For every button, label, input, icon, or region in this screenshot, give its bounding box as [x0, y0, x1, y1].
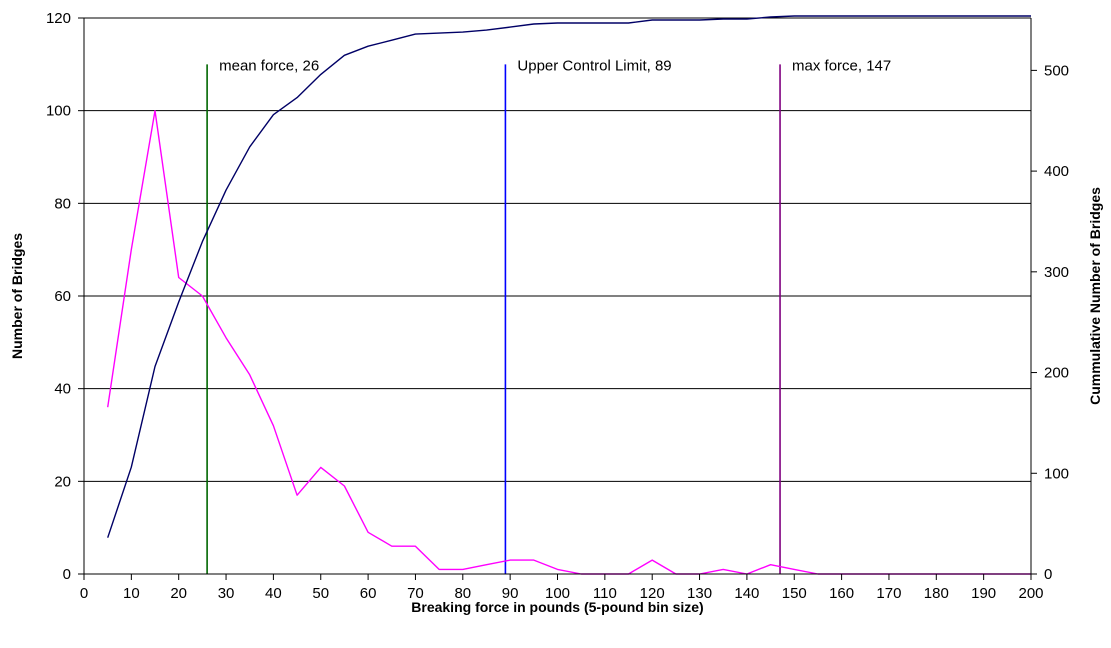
y-axis-title: Number of Bridges: [9, 233, 25, 359]
y-tick-label: 0: [63, 566, 71, 583]
x-tick-label: 0: [80, 585, 88, 602]
reference-line-label: mean force, 26: [219, 57, 319, 74]
x-tick-label: 50: [312, 585, 329, 602]
x-tick-label: 60: [360, 585, 377, 602]
y-tick-label: 20: [54, 473, 71, 490]
y-tick-label: 120: [46, 10, 71, 27]
y-tick-label: 100: [46, 103, 71, 120]
y2-tick-label: 500: [1044, 62, 1069, 79]
x-tick-label: 40: [265, 585, 282, 602]
x-tick-label: 20: [170, 585, 187, 602]
x-tick-label: 140: [734, 585, 759, 602]
axes: [78, 17, 1037, 580]
x-tick-label: 90: [502, 585, 519, 602]
y2-tick-label: 400: [1044, 163, 1069, 180]
y2-tick-label: 200: [1044, 365, 1069, 382]
y2-tick-label: 100: [1044, 465, 1069, 482]
y-tick-label: 40: [54, 381, 71, 398]
x-tick-label: 120: [640, 585, 665, 602]
x-axis-title: Breaking force in pounds (5-pound bin si…: [411, 599, 703, 615]
x-tick-label: 80: [454, 585, 471, 602]
reference-lines: [206, 64, 781, 574]
x-tick-label: 10: [123, 585, 140, 602]
y-tick-label: 60: [54, 288, 71, 305]
count-series-line: [107, 109, 1031, 575]
y-tick-label: 80: [54, 195, 71, 212]
reference-line-label: max force, 147: [792, 57, 891, 74]
x-tick-label: 160: [829, 585, 854, 602]
x-tick-label: 100: [545, 585, 570, 602]
data-series: [107, 15, 1031, 575]
x-tick-label: 30: [218, 585, 235, 602]
x-tick-label: 130: [687, 585, 712, 602]
x-tick-label: 70: [407, 585, 424, 602]
x-tick-label: 200: [1018, 585, 1043, 602]
x-tick-label: 150: [782, 585, 807, 602]
y2-axis-title: Cummulative Number of Bridges: [1087, 187, 1103, 405]
reference-line-label: Upper Control Limit, 89: [517, 57, 671, 74]
gridlines: [84, 17, 1031, 482]
x-tick-label: 110: [593, 585, 617, 602]
tick-labels: 0 10 20 30 40 50 60 70 80 90 100 110 120 130 140 150 160…: [46, 10, 1069, 602]
x-tick-label: 190: [971, 585, 996, 602]
x-tick-label: 180: [924, 585, 949, 602]
y2-tick-label: 300: [1044, 264, 1069, 281]
y2-tick-label: 0: [1044, 566, 1052, 583]
cumulative-series-line: [107, 15, 1031, 538]
x-tick-label: 170: [876, 585, 901, 602]
